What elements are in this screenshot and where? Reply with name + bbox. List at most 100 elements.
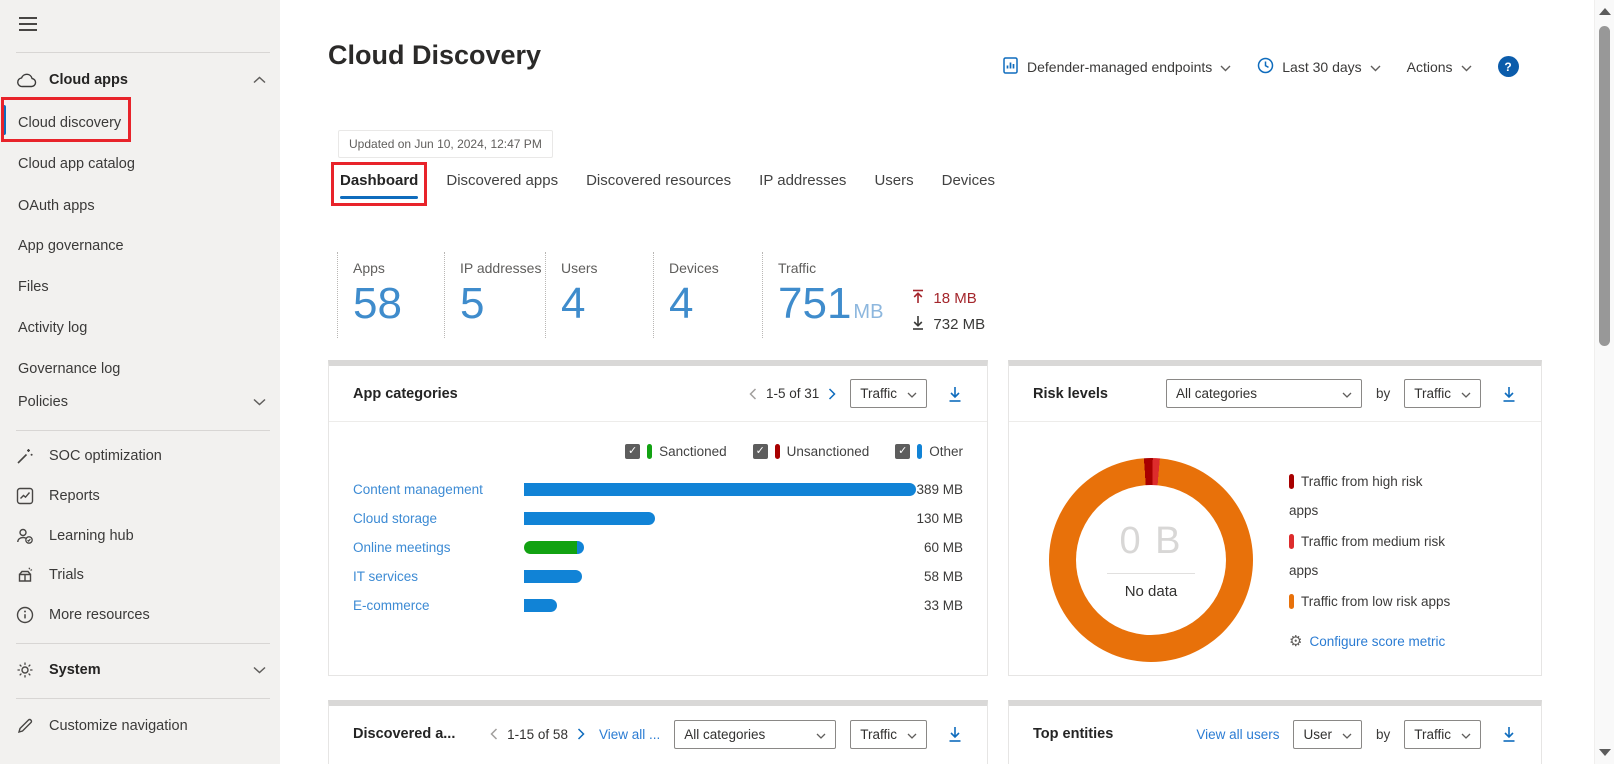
tab-dashboard[interactable]: Dashboard (331, 162, 428, 206)
time-range-selector[interactable]: Last 30 days (1257, 57, 1381, 77)
chevron-down-icon (907, 727, 917, 742)
chevron-down-icon (1461, 59, 1472, 75)
legend-low-risk: Traffic from low risk apps (1289, 586, 1484, 616)
legend-label: Traffic from low risk apps (1301, 593, 1451, 609)
sidebar-item-cloud-discovery[interactable]: Cloud discovery (0, 103, 280, 143)
tab-label: Dashboard (340, 172, 419, 189)
tab-discovered-resources[interactable]: Discovered resources (586, 172, 731, 202)
donut-center-value: 0 B (1119, 520, 1183, 562)
download-arrow-icon (911, 315, 925, 334)
downloaded-value: 732 MB (933, 315, 986, 333)
gear-icon (16, 661, 40, 679)
category-link[interactable]: E-commerce (353, 598, 430, 613)
checkbox-checked-icon: ✓ (625, 444, 641, 459)
metric-select[interactable]: Traffic (850, 719, 927, 749)
category-bar-chart: Content management 389 MB Cloud storage … (329, 475, 987, 620)
selected-item-indicator (2, 105, 6, 135)
sidebar-group-cloud-apps[interactable]: Cloud apps (0, 60, 280, 100)
sidebar-item-oauth-apps[interactable]: OAuth apps (0, 186, 280, 226)
stat-devices[interactable]: Devices 4 (653, 252, 762, 338)
sidebar-item-files[interactable]: Files (0, 267, 280, 307)
divider (16, 698, 270, 699)
chevron-down-icon (253, 394, 266, 410)
legend-label: Unsanctioned (786, 444, 870, 459)
menu-button[interactable] (14, 10, 42, 38)
tab-users[interactable]: Users (874, 172, 913, 202)
card-title: App categories (353, 385, 458, 402)
legend-other[interactable]: ✓ Other (895, 444, 963, 459)
view-all-link[interactable]: View all ... (598, 726, 661, 742)
risk-donut-center: 0 B No data (1049, 458, 1253, 662)
category-bar (524, 599, 916, 612)
category-bar (524, 483, 916, 496)
tab-discovered-apps[interactable]: Discovered apps (446, 172, 558, 202)
pagination-prev[interactable] (490, 728, 498, 740)
sidebar-item-customize-navigation[interactable]: Customize navigation (0, 706, 280, 746)
legend-unsanctioned[interactable]: ✓ Unsanctioned (752, 444, 870, 459)
tab-devices[interactable]: Devices (942, 172, 995, 202)
category-link[interactable]: Online meetings (353, 540, 451, 555)
sidebar-group-system[interactable]: System (0, 650, 280, 690)
select-value: Traffic (1414, 386, 1451, 401)
tab-ip-addresses[interactable]: IP addresses (759, 172, 846, 202)
metric-select[interactable]: Traffic (850, 379, 927, 408)
sidebar-item-trials[interactable]: Trials (0, 555, 280, 595)
category-select[interactable]: All categories (1165, 379, 1362, 408)
help-button[interactable]: ? (1497, 56, 1519, 77)
legend-high-risk: Traffic from high risk (1289, 466, 1484, 496)
summary-stats: Apps 58 IP addresses 5 Users 4 Devices 4… (337, 252, 985, 338)
uploaded-traffic: 18 MB (911, 285, 985, 311)
category-link[interactable]: IT services (353, 569, 419, 584)
pagination-next[interactable] (577, 728, 585, 740)
sidebar-item-learning-hub[interactable]: Learning hub (0, 516, 280, 556)
metric-select[interactable]: Traffic (1404, 719, 1481, 749)
export-icon[interactable] (1501, 386, 1517, 402)
stat-apps[interactable]: Apps 58 (337, 252, 444, 338)
gift-icon (16, 566, 40, 584)
entity-select[interactable]: User (1293, 719, 1362, 749)
category-value: 389 MB (916, 482, 963, 497)
category-link[interactable]: Cloud storage (353, 511, 438, 526)
sidebar-item-label: Governance log (18, 361, 121, 377)
stat-ip-addresses[interactable]: IP addresses 5 (444, 252, 545, 338)
sidebar-item-cloud-app-catalog[interactable]: Cloud app catalog (0, 144, 280, 184)
top-entities-card: Top entities View all users User by Traf… (1008, 700, 1542, 764)
scroll-up-arrow-icon[interactable] (1599, 8, 1611, 15)
view-all-users-link[interactable]: View all users (1196, 726, 1280, 742)
updated-on-button[interactable]: Updated on Jun 10, 2024, 12:47 PM (338, 130, 553, 158)
export-icon[interactable] (1501, 726, 1517, 742)
report-selector[interactable]: Defender-managed endpoints (1002, 56, 1231, 77)
sidebar-item-reports[interactable]: Reports (0, 476, 280, 516)
sidebar-item-app-governance[interactable]: App governance (0, 226, 280, 266)
legend-color-chip (917, 444, 923, 459)
by-label: by (1375, 386, 1391, 401)
stat-users[interactable]: Users 4 (545, 252, 653, 338)
category-link[interactable]: Content management (353, 482, 483, 497)
configure-score-metric-link[interactable]: ⚙ Configure score metric (1289, 632, 1445, 650)
sidebar-item-governance-log[interactable]: Governance log (0, 349, 280, 389)
clock-icon (1257, 57, 1274, 77)
stat-traffic[interactable]: Traffic 751 MB 18 MB 732 MB (762, 252, 985, 338)
scrollbar-thumb[interactable] (1599, 26, 1610, 346)
sidebar-group-policies[interactable]: Policies (0, 382, 280, 422)
sidebar-item-more-resources[interactable]: More resources (0, 595, 280, 635)
sidebar-item-label: Cloud discovery (18, 115, 122, 131)
scroll-down-arrow-icon[interactable] (1599, 749, 1611, 756)
sidebar-item-activity-log[interactable]: Activity log (0, 308, 280, 348)
sidebar-item-label: Reports (49, 488, 100, 504)
category-select[interactable]: All categories (674, 719, 837, 749)
tab-label: Users (874, 172, 914, 189)
metric-select[interactable]: Traffic (1404, 379, 1481, 408)
legend-sanctioned[interactable]: ✓ Sanctioned (625, 444, 727, 459)
active-tab-underline (340, 196, 419, 199)
category-bar (524, 570, 916, 583)
export-icon[interactable] (947, 726, 963, 742)
pagination-prev[interactable] (749, 387, 757, 400)
tab-bar: Dashboard Discovered apps Discovered res… (331, 162, 995, 206)
export-icon[interactable] (947, 386, 963, 402)
by-label: by (1375, 726, 1391, 742)
actions-menu[interactable]: Actions (1407, 59, 1472, 75)
pagination-next[interactable] (828, 387, 836, 400)
sidebar-item-soc-optimization[interactable]: SOC optimization (0, 436, 280, 476)
donut-center-label: No data (1124, 583, 1178, 600)
